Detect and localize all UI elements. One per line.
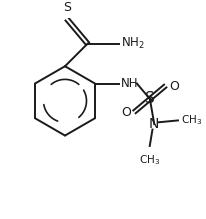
Text: O: O bbox=[121, 106, 131, 119]
Text: S: S bbox=[145, 91, 155, 106]
Text: N: N bbox=[149, 117, 159, 131]
Text: NH: NH bbox=[121, 77, 138, 90]
Text: S: S bbox=[63, 1, 71, 14]
Text: CH$_3$: CH$_3$ bbox=[181, 113, 202, 127]
Text: CH$_3$: CH$_3$ bbox=[139, 153, 160, 167]
Text: O: O bbox=[169, 79, 179, 93]
Text: NH$_2$: NH$_2$ bbox=[121, 36, 145, 51]
